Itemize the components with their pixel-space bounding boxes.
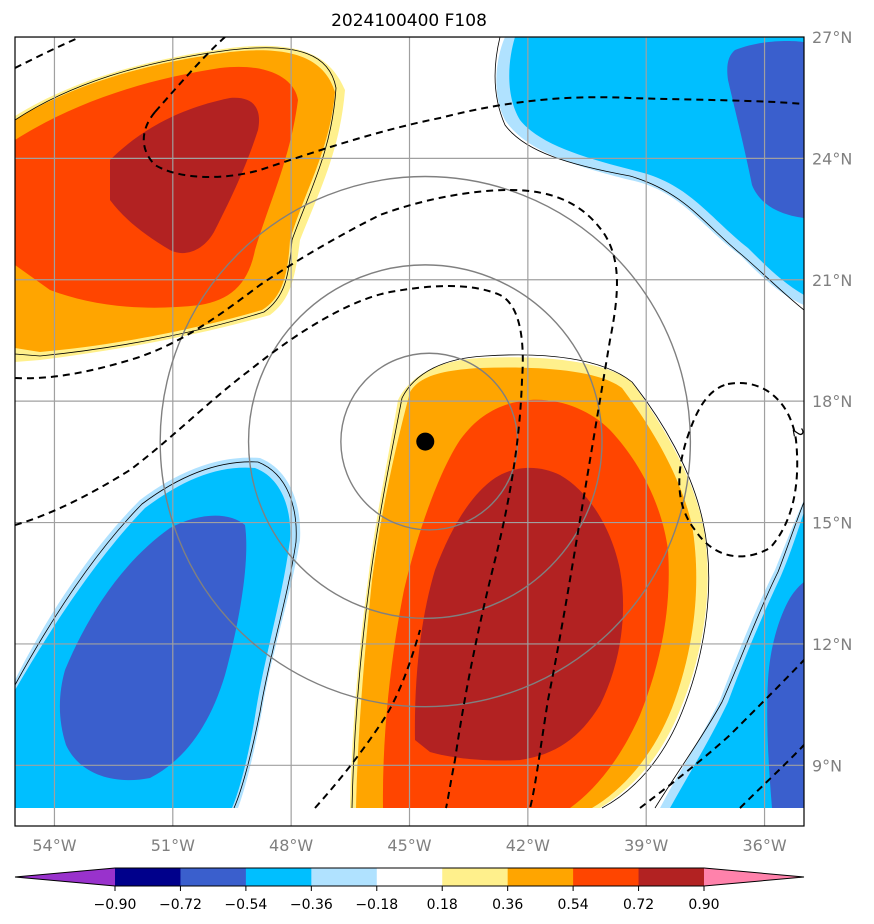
lat-tick-label: 27°N: [812, 28, 852, 47]
colorbar-swatch: [311, 868, 378, 886]
lon-tick-label: 45°W: [387, 836, 431, 855]
lon-tick-label: 54°W: [32, 836, 76, 855]
lat-tick-label: 12°N: [812, 635, 852, 654]
lon-tick-label: 36°W: [742, 836, 786, 855]
latitude-labels: 27°N 24°N 21°N 18°N 15°N 12°N 9°N: [812, 28, 852, 775]
map-gridlines: [15, 37, 804, 826]
dashed-contours: [15, 37, 804, 809]
colorbar-swatch: [115, 868, 181, 886]
lat-tick-label: 21°N: [812, 271, 852, 290]
colorbar-tick-label: −0.18: [355, 897, 398, 913]
negative-anomaly-southeast: [660, 500, 804, 808]
colorbar-swatch: [442, 868, 509, 886]
colorbar-tick-label: −0.90: [94, 897, 137, 913]
negative-anomaly-northeast: [496, 37, 804, 305]
colorbar-swatch: [507, 868, 574, 886]
lon-tick-label: 39°W: [624, 836, 668, 855]
shaded-fields: [15, 37, 804, 809]
map-title: 2024100400 F108: [331, 11, 487, 31]
colorbar-tick-label: 0.72: [623, 897, 654, 913]
longitude-labels: 54°W 51°W 48°W 45°W 42°W 39°W 36°W: [32, 836, 786, 855]
colorbar-swatch: [573, 868, 640, 886]
lon-tick-label: 48°W: [269, 836, 313, 855]
colorbar-swatch: [638, 868, 705, 886]
contour-label: 2: [789, 427, 806, 439]
colorbar: −0.90 −0.72 −0.54 −0.36 −0.18 0.18 0.36 0.54 0.7…: [14, 867, 805, 913]
colorbar-extend-low: [15, 868, 115, 886]
colorbar-extend-high: [704, 868, 804, 886]
range-ring: [159, 175, 692, 708]
zero-contours: [15, 37, 804, 809]
lon-tick-label: 42°W: [506, 836, 550, 855]
negative-anomaly-southwest: [15, 457, 301, 808]
colorbar-swatch: [376, 868, 443, 886]
lon-tick-label: 51°W: [151, 836, 195, 855]
colorbar-tick-label: 0.18: [427, 897, 458, 913]
colorbar-swatch: [180, 868, 247, 886]
map-area: 2: [14, 36, 806, 827]
positive-anomaly-northwest: [15, 45, 345, 363]
colorbar-tick-label: 0.36: [492, 897, 523, 913]
colorbar-tick-label: −0.54: [224, 897, 267, 913]
lat-tick-label: 18°N: [812, 392, 852, 411]
lat-tick-label: 15°N: [812, 514, 852, 533]
colorbar-tick-label: 0.90: [688, 897, 719, 913]
colorbar-tick-label: −0.72: [159, 897, 202, 913]
range-ring: [247, 264, 603, 620]
map-frame: [14, 36, 805, 827]
colorbar-tick-label: −0.36: [290, 897, 333, 913]
positive-anomaly-central: [350, 357, 708, 808]
colorbar-swatch: [245, 868, 312, 886]
colorbar-tick-label: 0.54: [558, 897, 589, 913]
lat-tick-label: 24°N: [812, 149, 852, 168]
lat-tick-label: 9°N: [812, 756, 842, 775]
storm-center-marker: [416, 432, 435, 451]
